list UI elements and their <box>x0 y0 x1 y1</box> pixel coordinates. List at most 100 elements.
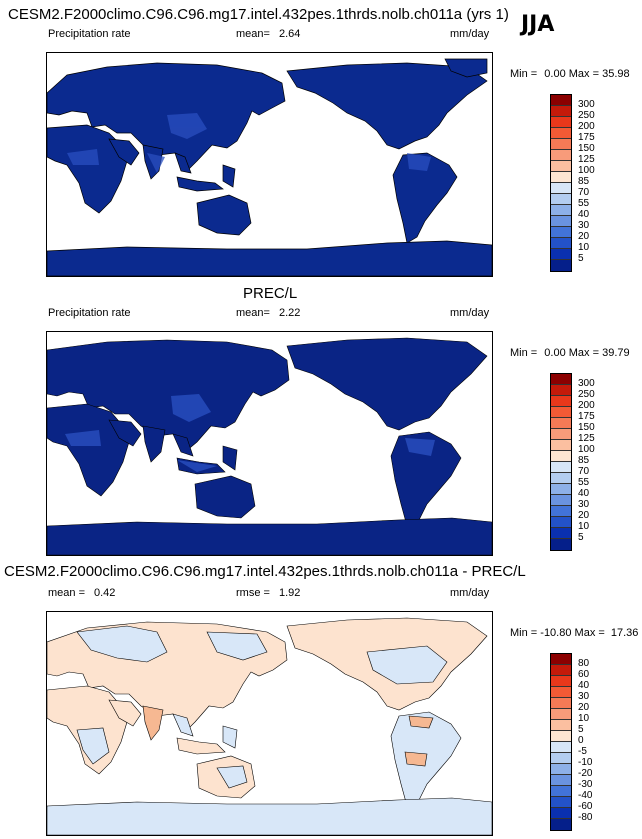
colorbar-tick-label: 30 <box>578 499 590 510</box>
colorbar-tick-label: 85 <box>578 455 590 466</box>
colorbar-swatch <box>551 260 571 271</box>
colorbar-swatch <box>551 451 571 462</box>
panel1-units: mm/day <box>450 28 490 40</box>
colorbar-swatch <box>551 808 571 819</box>
colorbar-swatch <box>551 227 571 238</box>
colorbar-swatch <box>551 665 571 676</box>
panel2-map <box>46 331 493 556</box>
colorbar-tick-label: 250 <box>578 389 595 400</box>
colorbar-swatch <box>551 429 571 440</box>
season-label: JJA <box>521 12 555 37</box>
panel1-wet-regions <box>67 113 431 173</box>
colorbar-swatch <box>551 205 571 216</box>
panel1-mean-label: mean= <box>236 28 270 40</box>
colorbar-tick-label: 175 <box>578 411 595 422</box>
colorbar-tick-label: 80 <box>578 658 590 669</box>
panel2-map-svg <box>47 332 492 555</box>
colorbar-tick-label: 40 <box>578 680 590 691</box>
colorbar-swatch <box>551 172 571 183</box>
colorbar-swatch <box>551 117 571 128</box>
colorbar-swatch <box>551 106 571 117</box>
panel1-map <box>46 52 493 277</box>
colorbar-tick-label: 175 <box>578 132 595 143</box>
colorbar-tick-label: 10 <box>578 521 590 532</box>
colorbar-swatch <box>551 528 571 539</box>
colorbar-swatch <box>551 374 571 385</box>
colorbar-tick-label: 30 <box>578 220 590 231</box>
colorbar-tick-label: 250 <box>578 110 595 121</box>
colorbar-swatch <box>551 385 571 396</box>
panel2-wet-regions <box>65 394 435 472</box>
colorbar-tick-label: 0 <box>578 735 584 746</box>
colorbar-tick-label: 20 <box>578 510 590 521</box>
colorbar-swatch <box>551 506 571 517</box>
colorbar-swatch <box>551 709 571 720</box>
colorbar-tick-label: 60 <box>578 669 590 680</box>
panel1-variable: Precipitation rate <box>48 28 131 40</box>
panel3-rmse-label: rmse = <box>236 587 270 599</box>
colorbar-tick-label: -5 <box>578 746 587 757</box>
panel1-title: CESM2.F2000climo.C96.C96.mg17.intel.432p… <box>8 6 509 23</box>
colorbar-swatch <box>551 484 571 495</box>
colorbar-swatch <box>551 161 571 172</box>
colorbar-tick-label: 20 <box>578 702 590 713</box>
panel3-title: CESM2.F2000climo.C96.C96.mg17.intel.432p… <box>4 563 526 580</box>
colorbar-swatch <box>551 462 571 473</box>
colorbar-tick-label: 20 <box>578 231 590 242</box>
colorbar-swatch <box>551 139 571 150</box>
panel3-land <box>47 617 492 835</box>
panel3-map-svg <box>47 612 492 835</box>
panel1-minmax: Min = 0.00 Max = 35.98 <box>510 68 630 80</box>
colorbar-swatch <box>551 95 571 106</box>
colorbar-swatch <box>551 440 571 451</box>
colorbar-swatch <box>551 473 571 484</box>
colorbar-swatch <box>551 150 571 161</box>
colorbar-tick-label: 40 <box>578 209 590 220</box>
colorbar-tick-label: 70 <box>578 187 590 198</box>
colorbar-tick-label: 125 <box>578 154 595 165</box>
colorbar-tick-label: 125 <box>578 433 595 444</box>
colorbar-swatch <box>551 753 571 764</box>
panel2-land <box>47 337 492 555</box>
colorbar-swatch <box>551 249 571 260</box>
colorbar-swatch <box>551 731 571 742</box>
colorbar-tick-label: 200 <box>578 400 595 411</box>
colorbar-swatch <box>551 495 571 506</box>
colorbar-tick-label: 10 <box>578 713 590 724</box>
colorbar-tick-label: 5 <box>578 532 584 543</box>
colorbar-swatch <box>551 216 571 227</box>
colorbar-swatch <box>551 698 571 709</box>
colorbar-swatch <box>551 238 571 249</box>
colorbar-swatch <box>551 654 571 665</box>
colorbar-tick-label: 100 <box>578 165 595 176</box>
colorbar-swatch <box>551 687 571 698</box>
colorbar-swatch <box>551 418 571 429</box>
colorbar-swatch <box>551 676 571 687</box>
colorbar-swatch <box>551 396 571 407</box>
colorbar-swatch <box>551 775 571 786</box>
colorbar-tick-label: 55 <box>578 198 590 209</box>
colorbar-swatch <box>551 183 571 194</box>
colorbar-tick-label: 200 <box>578 121 595 132</box>
colorbar-tick-label: -20 <box>578 768 593 779</box>
colorbar-tick-label: 5 <box>578 253 584 264</box>
colorbar-swatch <box>551 742 571 753</box>
colorbar-tick-label: 85 <box>578 176 590 187</box>
colorbar-swatch <box>551 539 571 550</box>
colorbar-swatch <box>551 786 571 797</box>
colorbar-swatch <box>551 194 571 205</box>
panel3-minmax: Min = -10.80 Max = 17.36 <box>510 627 639 639</box>
panel3-units: mm/day <box>450 587 490 599</box>
colorbar-tick-label: 5 <box>578 724 584 735</box>
colorbar-tick-label: 40 <box>578 488 590 499</box>
panel3-mean-value: 0.42 <box>94 587 116 599</box>
colorbar-swatch <box>551 407 571 418</box>
colorbar-tick-label: -80 <box>578 812 593 823</box>
colorbar-tick-label: -30 <box>578 779 593 790</box>
panel2-colorbar <box>550 373 572 551</box>
colorbar-swatch <box>551 720 571 731</box>
panel2-variable: Precipitation rate <box>48 307 131 319</box>
panel2-minmax: Min = 0.00 Max = 39.79 <box>510 347 630 359</box>
colorbar-tick-label: 55 <box>578 477 590 488</box>
colorbar-tick-label: 150 <box>578 422 595 433</box>
